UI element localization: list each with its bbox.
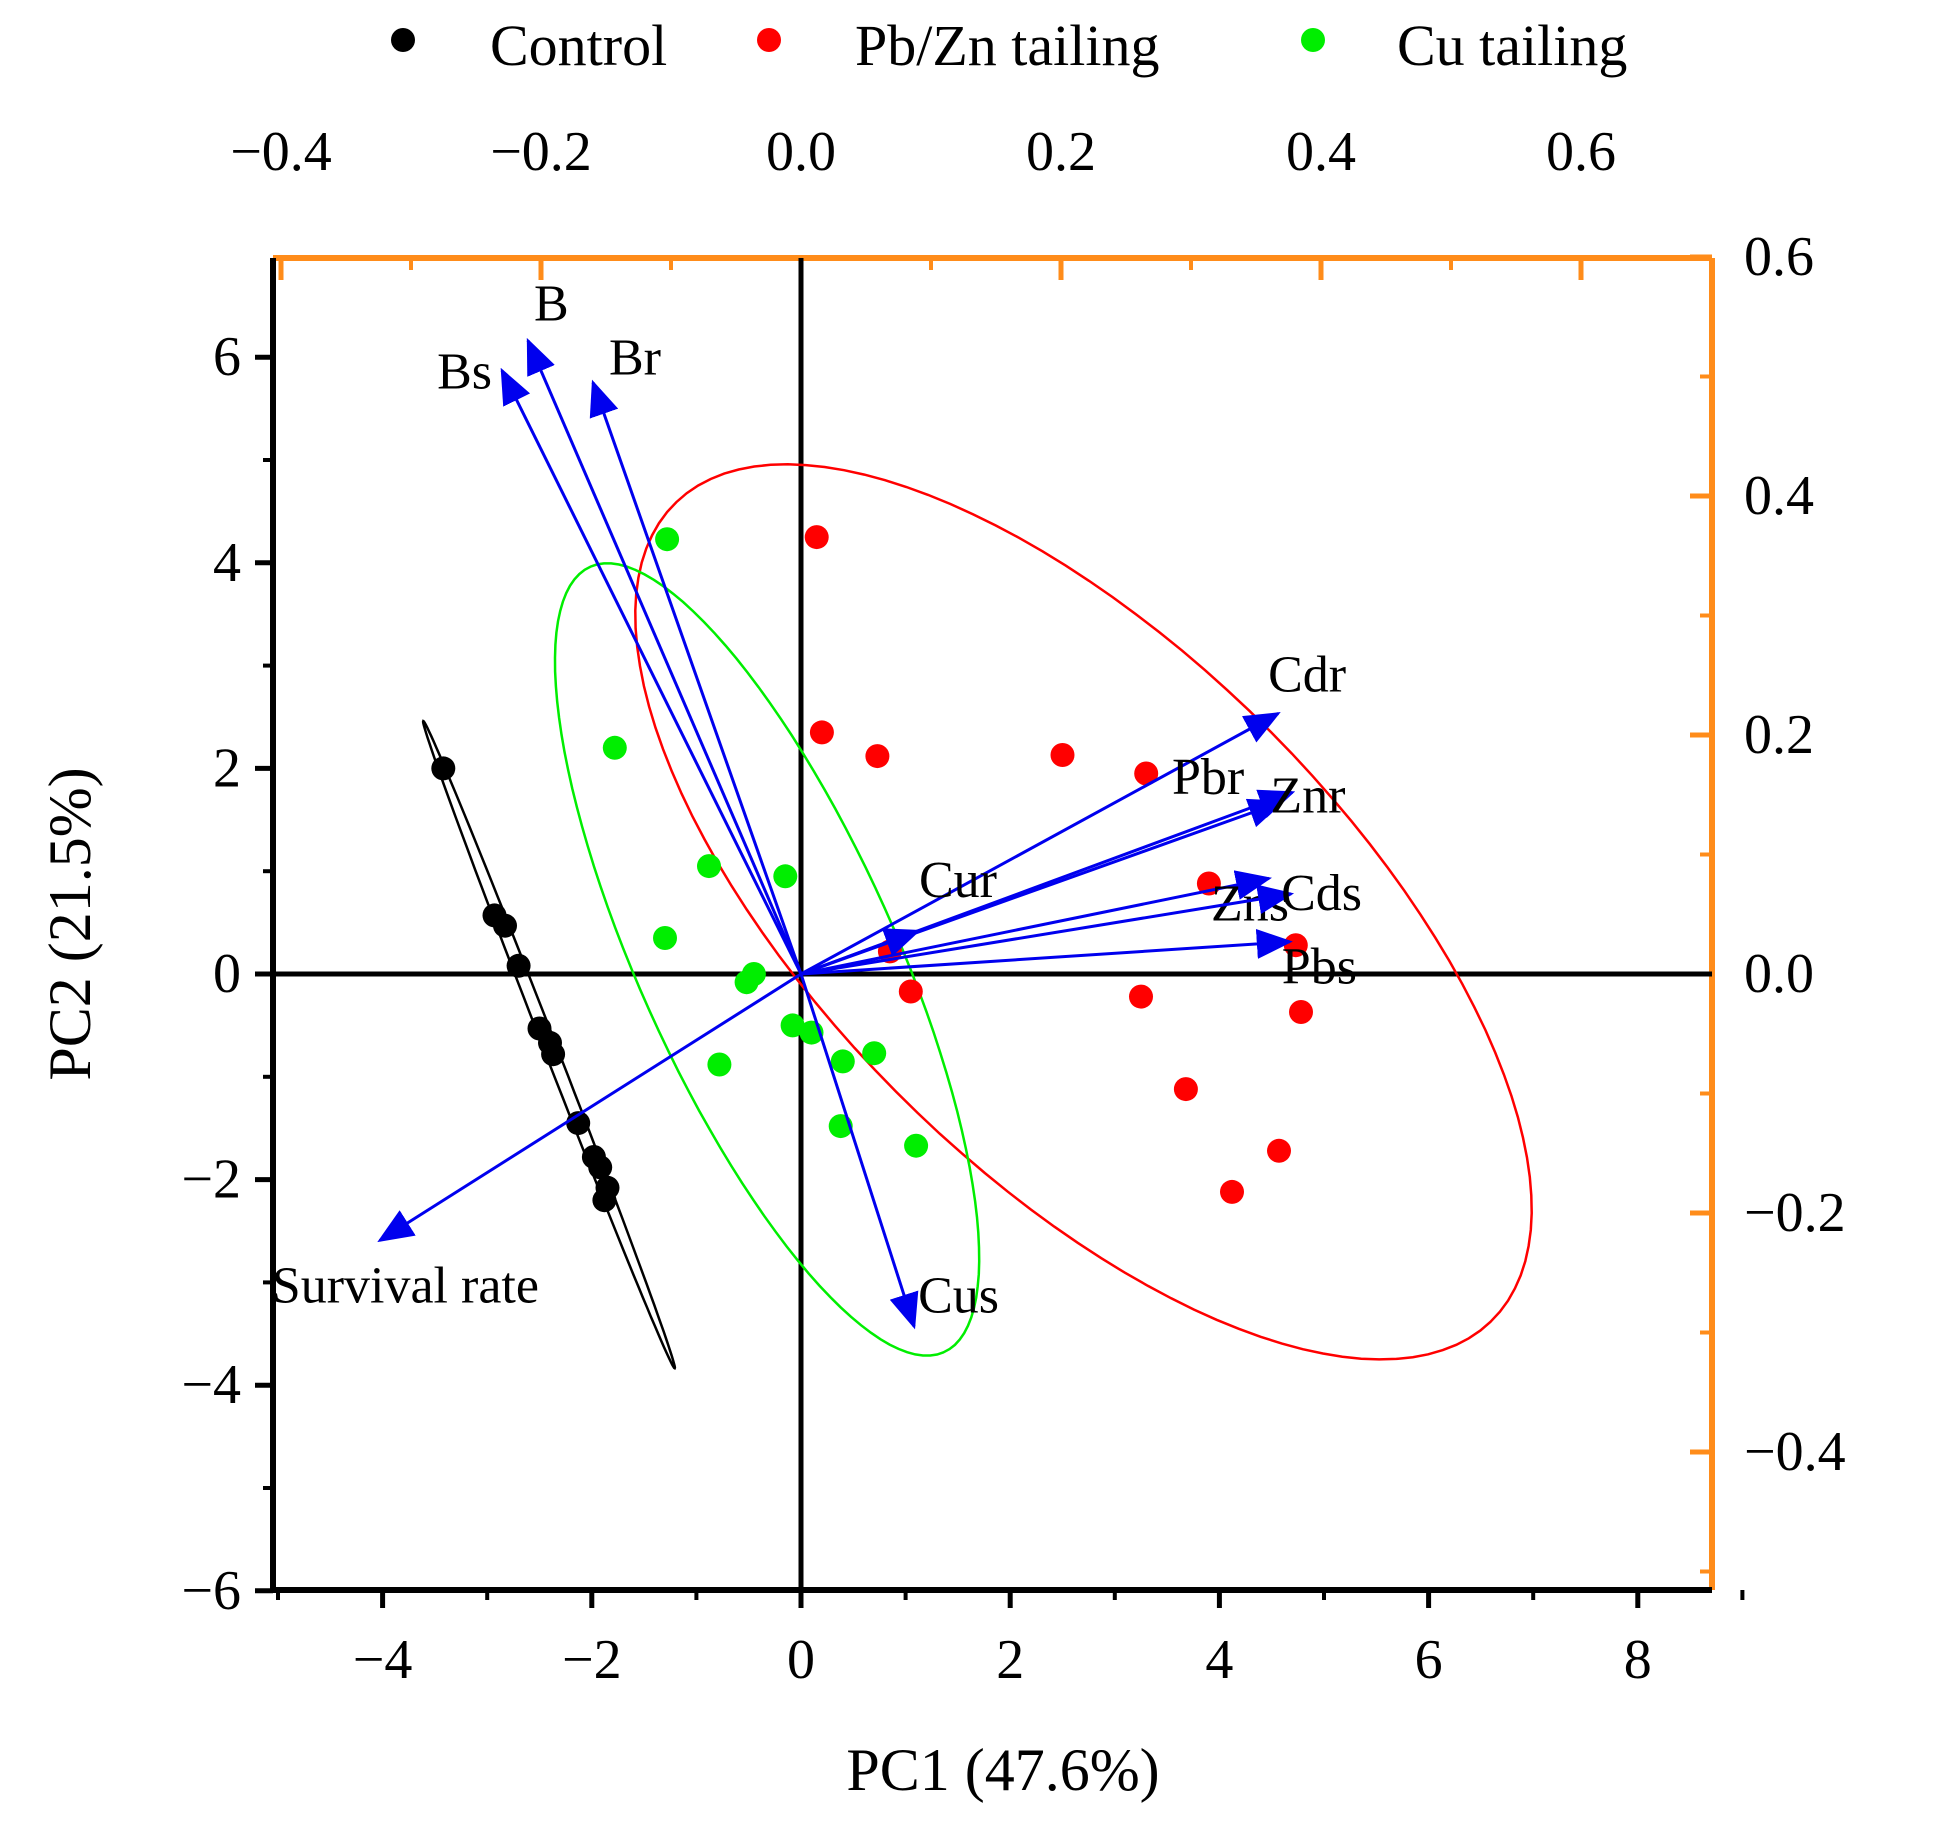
right-tick-label: 0.0 (1744, 943, 1814, 1005)
point-cu-tailing (655, 527, 680, 552)
plot-frame (270, 255, 1715, 1593)
point-pb-zn-tailing (804, 525, 829, 550)
legend-marker-cu (1301, 28, 1325, 52)
point-control (431, 756, 456, 781)
x-tick-label: 0 (787, 1629, 815, 1691)
top-tick-label: 0.4 (1286, 121, 1356, 183)
loading-arrow-zns (800, 870, 1272, 976)
loading-label-cur: Cur (919, 852, 997, 909)
legend-marker-pbzn (757, 28, 781, 52)
y-tick-label: 2 (213, 737, 241, 799)
point-pb-zn-tailing (1134, 761, 1159, 786)
loading-label-br: Br (609, 330, 661, 387)
right-tick-label: −0.2 (1744, 1182, 1846, 1244)
point-pb-zn-tailing (1220, 1179, 1244, 1204)
legend: Control Pb/Zn tailing Cu tailing (391, 13, 1627, 78)
y-tick-label: −2 (181, 1149, 241, 1211)
point-control (493, 913, 517, 938)
right-tick-label: 0.2 (1744, 704, 1814, 766)
y-tick-label: 0 (213, 943, 241, 1005)
right-tick-label: 0.4 (1744, 465, 1814, 527)
point-pb-zn-tailing (1129, 984, 1153, 1009)
loading-arrow-br (589, 379, 803, 975)
x-tick-label: 2 (996, 1629, 1024, 1691)
loading-arrow-cds (800, 884, 1295, 976)
point-pb-zn-tailing (1050, 743, 1075, 767)
x-tick-label: −2 (562, 1629, 622, 1691)
point-pb-zn-tailing (1267, 1138, 1291, 1163)
x-axis-title: PC1 (47.6%) (846, 1737, 1159, 1803)
point-pb-zn-tailing (865, 744, 890, 769)
top-tick-label: 0.6 (1546, 121, 1616, 183)
right-tick-label: −0.4 (1744, 1421, 1846, 1483)
score-points (431, 525, 1313, 1213)
loading-label-bs: Bs (437, 344, 492, 401)
loading-arrow-b (526, 337, 803, 975)
loading-label-cds: Cds (1281, 865, 1362, 922)
x-tick-label: −4 (353, 1629, 413, 1691)
point-cu-tailing (602, 735, 627, 760)
top-tick-label: −0.2 (490, 121, 592, 183)
y-tick-label: 6 (213, 326, 241, 388)
loading-label-cdr: Cdr (1268, 647, 1346, 704)
x-tick-label: 8 (1624, 1629, 1652, 1691)
point-pb-zn-tailing (898, 979, 923, 1004)
right-tick-label: 0.6 (1744, 226, 1814, 288)
point-control (588, 1155, 613, 1180)
point-control (506, 953, 531, 978)
point-control (592, 1188, 617, 1213)
legend-marker-control (391, 28, 415, 52)
legend-label-pbzn: Pb/Zn tailing (855, 13, 1160, 78)
point-cu-tailing (734, 970, 759, 995)
loading-arrow-cdr (800, 712, 1281, 976)
point-cu-tailing (707, 1052, 732, 1077)
loading-arrow-bs (500, 367, 803, 975)
y-axis-title: PC2 (21.5%) (37, 767, 103, 1080)
point-pb-zn-tailing (1173, 1077, 1198, 1102)
point-cu-tailing (653, 926, 677, 950)
loading-label-pbr: Pbr (1172, 749, 1244, 806)
ellipse-pb-zn-tailing (634, 463, 1533, 1361)
loading-arrow-survival-rate (377, 972, 802, 1243)
loading-label-znr: Znr (1270, 767, 1345, 824)
confidence-ellipses (421, 463, 1533, 1371)
y-tick-label: −4 (181, 1354, 241, 1416)
loading-arrow-cus (799, 973, 919, 1330)
loading-label-survival-rate: Survival rate (272, 1258, 539, 1315)
point-cu-tailing (862, 1041, 887, 1066)
ticks-layer: −4 −2 0 2 4 6 8 −6 −4 −2 0 2 4 6 −0.4 −0.2 0.0 0.2 0.4 0.6 −… (181, 121, 1845, 1691)
point-cu-tailing (780, 1013, 805, 1038)
loading-label-b: B (534, 276, 569, 333)
top-tick-label: 0.0 (766, 121, 836, 183)
legend-label-control: Control (490, 13, 667, 78)
y-tick-label: 4 (213, 532, 241, 594)
ellipse-cu-tailing (553, 562, 981, 1357)
y-tick-label: −6 (181, 1560, 241, 1622)
x-tick-label: 6 (1415, 1629, 1443, 1691)
point-cu-tailing (830, 1049, 855, 1074)
point-control (541, 1042, 566, 1067)
loading-label-pbs: Pbs (1282, 939, 1357, 996)
top-tick-label: −0.4 (230, 121, 332, 183)
point-pb-zn-tailing (1289, 1000, 1313, 1024)
loading-arrow-cur (800, 928, 921, 976)
loading-arrow-pbs (800, 928, 1293, 976)
point-cu-tailing (904, 1133, 929, 1158)
point-pb-zn-tailing (809, 720, 834, 745)
x-tick-label: 4 (1205, 1629, 1233, 1691)
point-cu-tailing (773, 864, 798, 889)
top-tick-label: 0.2 (1026, 121, 1096, 183)
point-cu-tailing (697, 854, 721, 879)
loading-label-cus: Cus (918, 1268, 999, 1325)
legend-label-cu: Cu tailing (1397, 13, 1627, 78)
